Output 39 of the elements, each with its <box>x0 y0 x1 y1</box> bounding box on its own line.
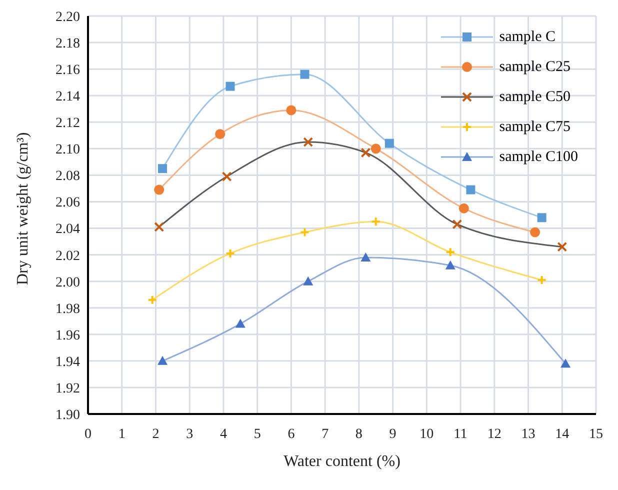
x-tick-label: 9 <box>389 427 396 442</box>
y-tick-label: 2.00 <box>56 275 80 290</box>
y-axis-title: Dry unit weight (g/cm³) <box>14 132 32 285</box>
x-tick-label: 1 <box>118 427 126 442</box>
x-tick-label: 4 <box>220 427 227 442</box>
x-tick-label: 10 <box>420 427 434 442</box>
y-tick-label: 2.18 <box>56 36 80 52</box>
x-tick-label: 5 <box>254 427 261 442</box>
legend-label: sample C25 <box>499 58 570 76</box>
y-tick-label: 1.94 <box>56 354 80 370</box>
y-tick-label: 2.20 <box>56 10 80 25</box>
y-tick-label: 1.90 <box>56 408 80 423</box>
y-tick-label: 2.08 <box>56 169 80 184</box>
y-tick-label: 1.96 <box>56 328 80 344</box>
x-tick-label: 7 <box>322 427 329 442</box>
legend-label: sample C <box>499 28 556 46</box>
legend-label: sample C75 <box>499 118 570 136</box>
x-tick-label: 13 <box>521 427 536 442</box>
y-tick-label: 2.06 <box>56 196 80 211</box>
y-tick-label: 1.92 <box>56 381 80 396</box>
y-tick-label: 2.16 <box>56 63 80 78</box>
y-tick-label: 2.02 <box>56 248 80 264</box>
y-tick-label: 2.10 <box>56 142 80 158</box>
x-tick-label: 6 <box>288 427 295 442</box>
x-tick-label: 3 <box>186 427 194 442</box>
x-tick-label: 12 <box>487 427 502 442</box>
x-axis-title: Water content (%) <box>284 453 400 470</box>
x-tick-label: 8 <box>355 427 362 442</box>
y-tick-label: 2.04 <box>56 222 80 238</box>
x-tick-label: 14 <box>555 427 570 442</box>
legend-label: sample C100 <box>499 148 578 166</box>
x-tick-label: 15 <box>589 427 603 442</box>
x-tick-label: 0 <box>84 427 92 442</box>
x-tick-label: 2 <box>152 427 160 442</box>
x-tick-label: 11 <box>454 427 468 442</box>
y-tick-label: 2.12 <box>56 116 80 132</box>
legend-label: sample C50 <box>499 88 570 106</box>
y-tick-label: 1.98 <box>56 302 80 317</box>
y-tick-label: 2.14 <box>56 90 80 105</box>
